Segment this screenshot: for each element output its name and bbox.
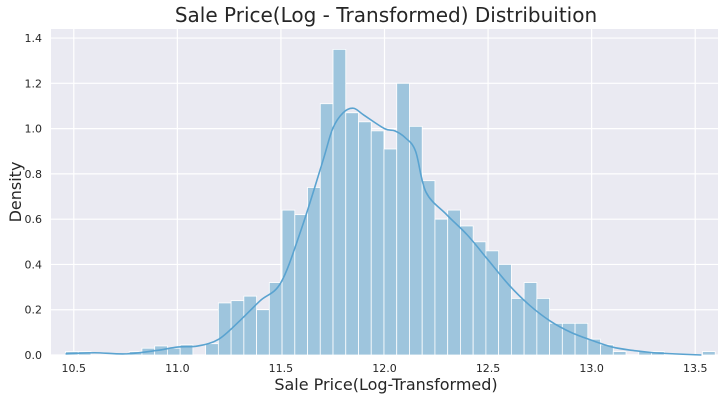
histogram-bar (281, 209, 296, 356)
y-tick-label: 0.2 (25, 304, 43, 317)
histogram-bar (167, 347, 181, 356)
histogram-bar (319, 103, 334, 356)
y-tick-label: 0.6 (25, 213, 43, 226)
histogram-bar (702, 351, 716, 356)
histogram-bar (332, 48, 347, 356)
histogram-bar (574, 322, 589, 356)
x-tick-label: 12.0 (372, 362, 397, 375)
histogram-bar (536, 298, 550, 356)
histogram-bar (523, 282, 538, 356)
histogram-bar (434, 218, 449, 356)
histogram-bar (498, 264, 512, 356)
kde-curve (65, 107, 702, 356)
y-tick-label: 0.0 (25, 349, 43, 362)
histogram-bar (409, 125, 423, 356)
histogram-bar (345, 112, 359, 356)
histogram-bar (485, 250, 500, 356)
histogram-bar (358, 121, 372, 356)
chart-title: Sale Price(Log - Transformed) Distribuit… (175, 3, 597, 27)
x-axis-label: Sale Price(Log-Transformed) (274, 375, 497, 394)
x-tick-label: 11.0 (165, 362, 190, 375)
histogram-bar (294, 214, 308, 356)
y-tick-label: 1.2 (25, 77, 43, 90)
histogram-bar (447, 209, 461, 356)
histogram-bar (460, 225, 474, 356)
histogram-bar (549, 322, 563, 356)
y-axis-label: Density (6, 162, 25, 223)
x-tick-label: 12.5 (476, 362, 501, 375)
y-tick-label: 1.4 (25, 32, 43, 45)
histogram-bar (383, 148, 398, 356)
y-tick-label: 1.0 (25, 123, 43, 136)
histogram-bar (256, 309, 270, 356)
histogram-bar (421, 180, 436, 356)
histogram-bar (370, 130, 385, 356)
x-tick-label: 13.0 (579, 362, 604, 375)
histogram-bar (179, 344, 194, 356)
x-tick-label: 10.5 (62, 362, 87, 375)
y-tick-label: 0.4 (25, 258, 43, 271)
histogram-bar (307, 187, 321, 356)
histogram-bar (612, 351, 627, 356)
y-tick-label: 0.8 (25, 168, 43, 181)
histogram-bar (396, 82, 410, 356)
histogram-bar (217, 302, 232, 356)
histogram-bar (472, 241, 487, 356)
histogram-bar (561, 322, 576, 356)
histogram-bar (205, 343, 219, 356)
histogram-bar (510, 298, 525, 356)
axis-ticks: 10.5 11.0 11.5 12.0 12.5 13.0 13.5 0.0 0.2 0.4 0.6… (25, 32, 708, 375)
x-tick-label: 11.5 (269, 362, 294, 375)
x-tick-label: 13.5 (683, 362, 708, 375)
